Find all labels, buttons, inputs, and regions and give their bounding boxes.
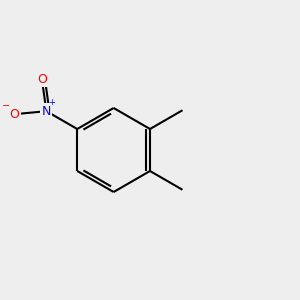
Text: O: O: [10, 108, 20, 121]
Text: −: −: [2, 101, 10, 111]
Text: O: O: [37, 73, 47, 86]
Text: N: N: [42, 105, 51, 118]
Text: +: +: [48, 98, 55, 107]
